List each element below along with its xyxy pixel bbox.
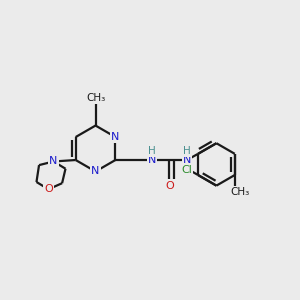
Text: H: H xyxy=(148,146,155,156)
Text: N: N xyxy=(183,155,191,165)
Text: CH₃: CH₃ xyxy=(86,93,105,103)
Text: Cl: Cl xyxy=(181,165,192,175)
Text: CH₃: CH₃ xyxy=(230,187,250,196)
Text: N: N xyxy=(147,155,156,165)
Text: O: O xyxy=(165,181,174,190)
Text: N: N xyxy=(111,132,120,142)
Text: O: O xyxy=(44,184,53,194)
Text: H: H xyxy=(183,146,191,156)
Text: N: N xyxy=(91,167,100,176)
Text: N: N xyxy=(50,157,58,166)
